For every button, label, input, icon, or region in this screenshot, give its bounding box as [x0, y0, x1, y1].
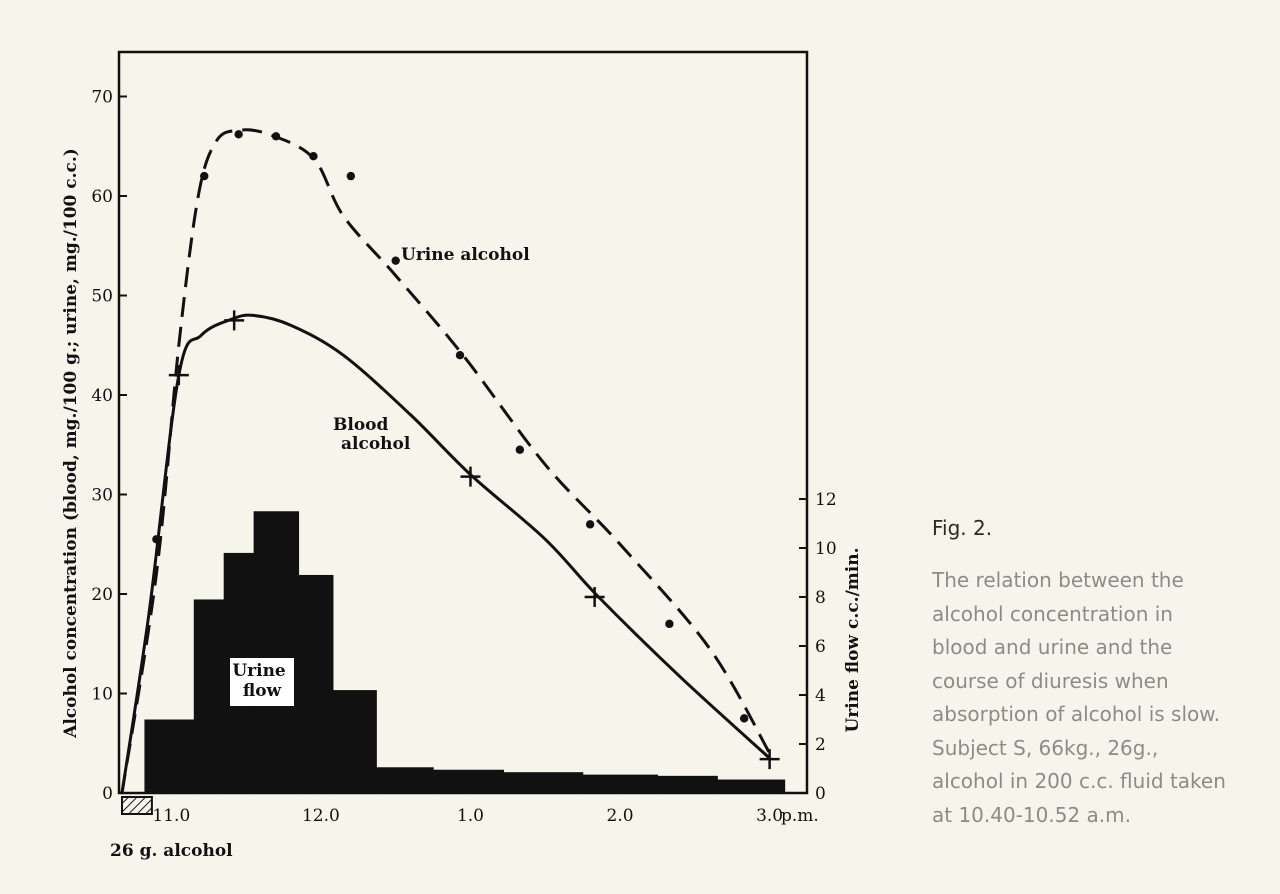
- x-tick-label: 1.0: [457, 806, 484, 826]
- urine-flow-bar: [376, 767, 434, 793]
- y-tick-label: 20: [91, 585, 113, 605]
- y2-axis-title: Urine flow c.c./min.: [843, 547, 863, 732]
- chart-svg: 0 10 20 30 40 50 60 70 0 2 4 6 8 10 12 11.0 12.0 1.0 2.0 3.…: [61, 50, 863, 861]
- urine-alcohol-point: [515, 445, 525, 454]
- blood-alcohol-point: [168, 365, 189, 386]
- urine-flow-bar: [144, 719, 195, 793]
- urine-alcohol-point: [200, 171, 209, 181]
- urine-flow-bar: [582, 774, 659, 793]
- blood-alcohol-point: [759, 749, 780, 770]
- caption-text: The relation between the alcohol concent…: [932, 568, 1226, 827]
- y-tick-label: 30: [91, 486, 113, 506]
- urine-alcohol-point: [309, 152, 318, 161]
- urine-alcohol-point: [585, 520, 595, 529]
- urine-flow-label-line2: flow: [243, 681, 282, 701]
- urine-flow-bar: [503, 772, 584, 793]
- y2-tick-label: 2: [815, 735, 826, 755]
- urine-flow-label: Urine flow: [232, 661, 291, 701]
- y2-tick-label: 10: [815, 539, 837, 559]
- y-tick-label: 70: [91, 88, 113, 108]
- y2-tick-label: 8: [815, 588, 826, 608]
- urine-alcohol-point: [271, 132, 281, 141]
- x-end-label: p.m.: [781, 806, 819, 826]
- urine-alcohol-point: [391, 256, 400, 265]
- x-tick-label: 3.0: [756, 806, 783, 826]
- figure-label: Fig. 2.: [932, 516, 993, 540]
- series-label-blood-line2: alcohol: [341, 434, 411, 454]
- x-tick-label: 11.0: [152, 806, 190, 826]
- urine-flow-bar: [657, 775, 718, 793]
- y-tick-label: 10: [91, 685, 113, 705]
- urine-alcohol-point: [455, 351, 465, 360]
- y2-tick-label: 4: [815, 686, 826, 706]
- y-tick-label: 40: [91, 386, 113, 406]
- urine-alcohol-point: [739, 714, 749, 723]
- blood-alcohol-point: [224, 310, 245, 331]
- y-axis-title: Alcohol concentration (blood, mg./100 g.…: [61, 148, 81, 739]
- series-label-blood-line1: Blood: [333, 415, 389, 435]
- urine-flow-bar: [332, 690, 377, 793]
- x-tick-label: 12.0: [302, 806, 340, 826]
- urine-alcohol-point: [234, 130, 243, 139]
- series-label-blood-alcohol: Blood alcohol: [333, 415, 411, 454]
- y-tick-label: 0: [102, 784, 113, 804]
- x-tick-label: 2.0: [607, 806, 634, 826]
- urine-alcohol-point: [152, 535, 161, 544]
- y2-tick-label: 0: [815, 784, 826, 804]
- urine-flow-label-box: [230, 658, 294, 706]
- series-label-urine-alcohol: Urine alcohol: [401, 245, 530, 265]
- urine-flow-bar: [433, 769, 504, 793]
- y-tick-label: 50: [91, 287, 113, 307]
- y2-tick-label: 12: [815, 490, 837, 510]
- dose-label: 26 g. alcohol: [110, 841, 233, 861]
- y2-tick-label: 6: [815, 637, 826, 657]
- urine-flow-bar: [253, 511, 300, 793]
- urine-flow-bar: [298, 574, 334, 793]
- y-tick-label: 60: [91, 187, 113, 207]
- dose-hatch-box: [120, 796, 153, 815]
- blood-alcohol-point: [584, 586, 605, 607]
- figure-caption: Fig. 2. The relation between the alcohol…: [932, 516, 1232, 832]
- urine-alcohol-point: [665, 619, 674, 629]
- blood-alcohol-point: [460, 466, 481, 487]
- urine-flow-bar: [717, 779, 786, 793]
- urine-flow-label-line1: Urine: [232, 661, 286, 681]
- urine-alcohol-point: [346, 171, 356, 181]
- chart-figure: 0 10 20 30 40 50 60 70 0 2 4 6 8 10 12 11.0 12.0 1.0 2.0 3.…: [61, 50, 863, 861]
- urine-flow-bar: [193, 599, 225, 793]
